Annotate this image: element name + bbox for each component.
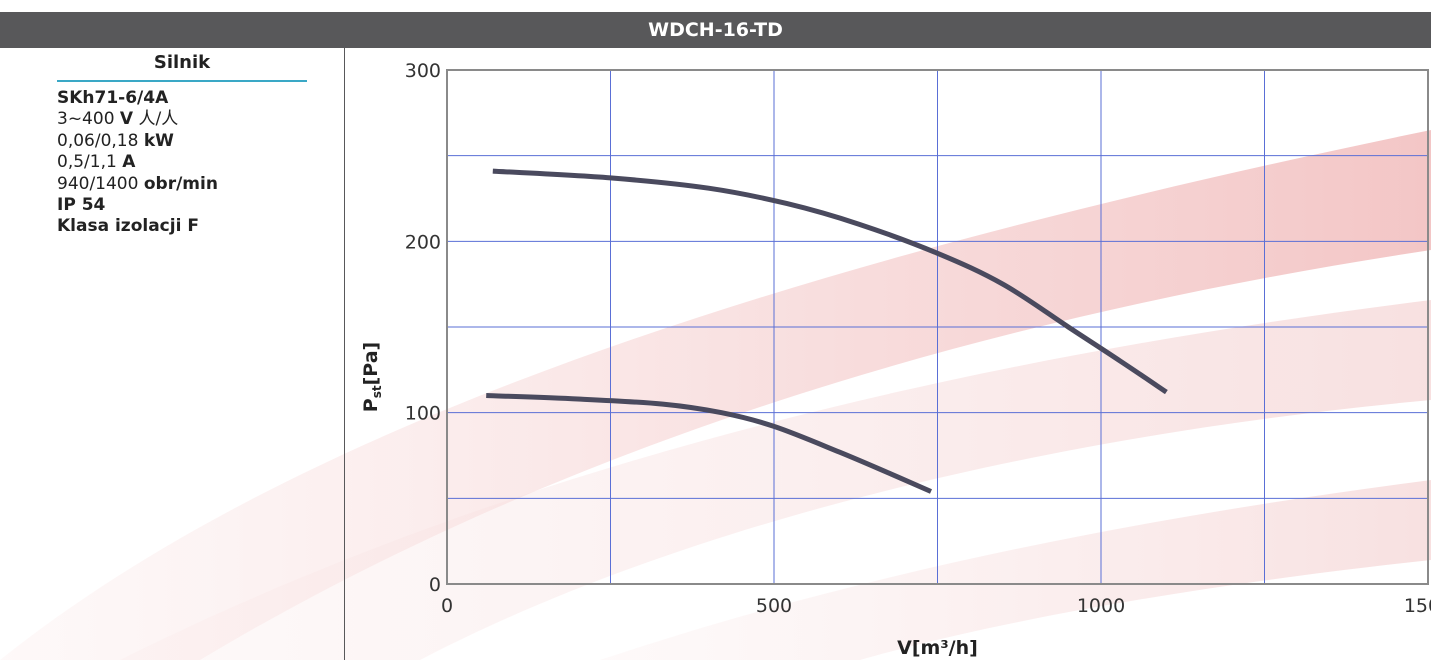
- motor-protection: IP 54: [57, 195, 106, 216]
- motor-speed: 940/1400 obr/min: [57, 174, 218, 195]
- panel-divider: [344, 48, 345, 660]
- plot-frame: [446, 69, 1429, 585]
- fan-curve-chart: 0 500 1000 1500 0 100 200 300 V[m³/h] Pst[Pa]: [360, 60, 1431, 659]
- y-axis-label-unit: [Pa]: [360, 342, 382, 386]
- motor-title-underline: [57, 80, 307, 82]
- chart-series: [486, 168, 1168, 494]
- y-tick-label: 100: [405, 403, 441, 425]
- motor-specs: SKh71-6/4A 3~400 V 人/人 0,06/0,18 kW 0,5/…: [57, 88, 218, 238]
- x-tick-label: 1500: [1404, 595, 1431, 617]
- motor-model: SKh71-6/4A: [57, 88, 169, 108]
- x-tick-label: 0: [441, 595, 453, 617]
- power-value: 0,06/0,18: [57, 130, 144, 151]
- motor-title: Silnik: [153, 52, 211, 73]
- fan-curve-high-speed: [492, 168, 1168, 395]
- x-tick-label: 500: [756, 595, 792, 617]
- y-axis-label-subscript: st: [370, 385, 384, 398]
- motor-panel: Silnik SKh71-6/4A 3~400 V 人/人 0,06/0,18 …: [0, 48, 344, 660]
- speed-unit: obr/min: [143, 173, 218, 194]
- y-axis-label: Pst[Pa]: [360, 342, 384, 412]
- speed-value: 940/1400: [57, 173, 144, 194]
- voltage-unit: V: [119, 109, 134, 130]
- chart-grid: [447, 70, 1428, 584]
- product-title: WDCH-16-TD: [0, 12, 1431, 48]
- chart-ticks: 0 500 1000 1500 0 100 200 300: [405, 60, 1431, 617]
- x-tick-label: 1000: [1077, 595, 1125, 617]
- motor-insulation: Klasa izolacji F: [57, 216, 199, 237]
- y-tick-label: 200: [405, 231, 441, 253]
- star-connection-symbol: 人/人: [133, 109, 179, 130]
- voltage-value: 3~400: [57, 109, 120, 130]
- y-axis-label-main: P: [360, 398, 382, 412]
- motor-voltage: 3~400 V 人/人: [57, 109, 218, 130]
- current-unit: A: [122, 152, 136, 173]
- y-tick-label: 300: [405, 60, 441, 82]
- current-value: 0,5/1,1: [57, 152, 123, 173]
- fan-curve-low-speed: [486, 393, 933, 494]
- power-unit: kW: [143, 130, 174, 151]
- x-axis-label: V[m³/h]: [897, 637, 978, 659]
- motor-power: 0,06/0,18 kW: [57, 131, 218, 152]
- y-tick-label: 0: [429, 574, 441, 596]
- motor-current: 0,5/1,1 A: [57, 152, 218, 173]
